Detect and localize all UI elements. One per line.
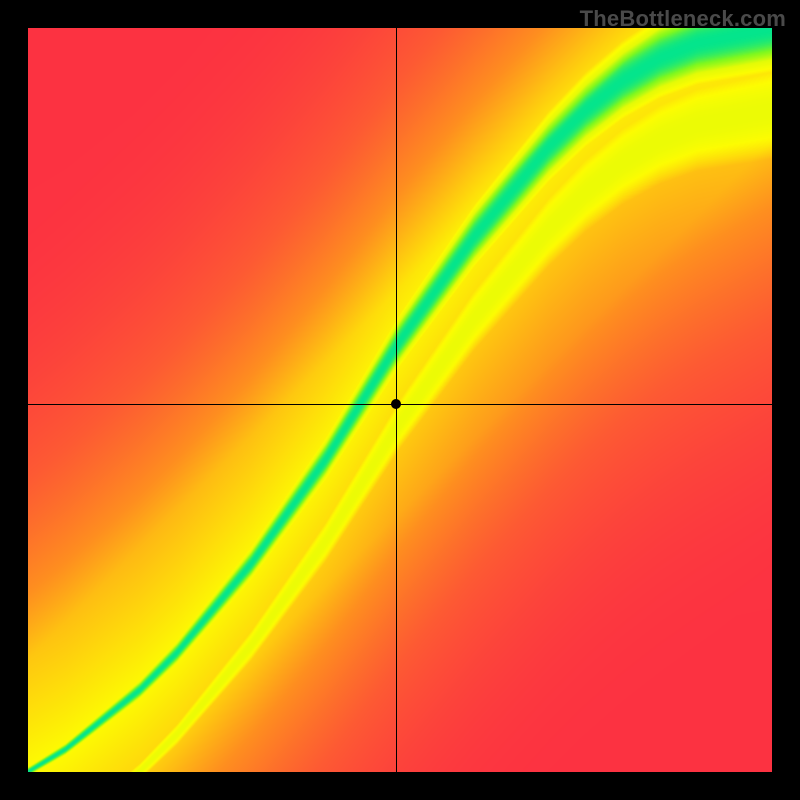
chart-container: TheBottleneck.com bbox=[0, 0, 800, 800]
watermark-text: TheBottleneck.com bbox=[580, 6, 786, 32]
crosshair-marker-dot bbox=[391, 399, 401, 409]
plot-area bbox=[28, 28, 772, 772]
